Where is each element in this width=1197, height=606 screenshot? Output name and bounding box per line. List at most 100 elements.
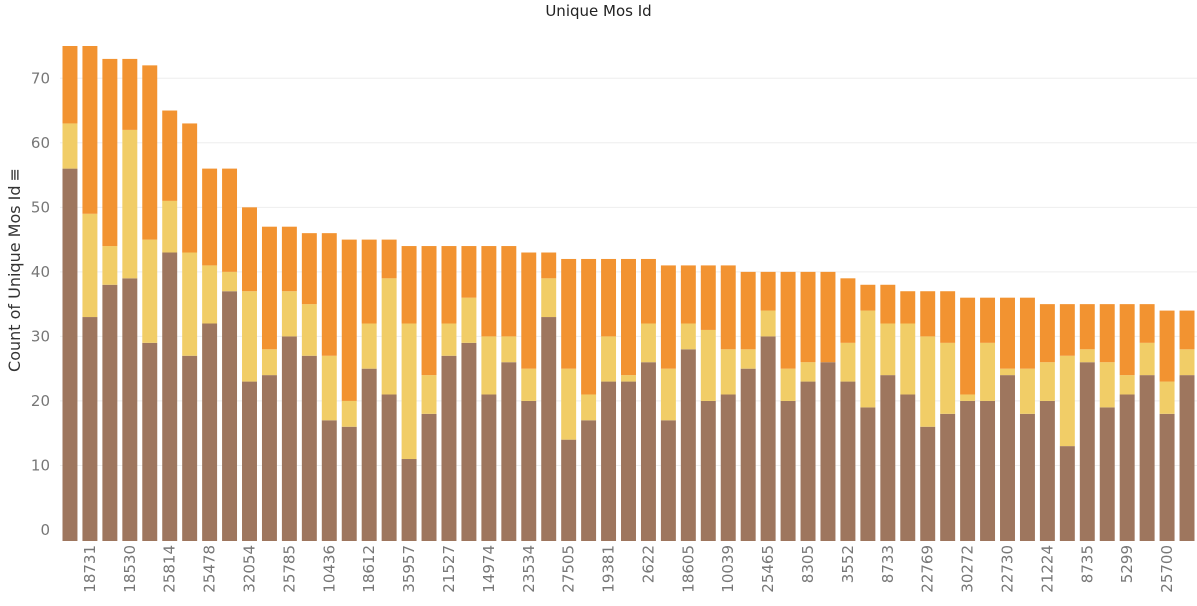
bar-segment-1[interactable]	[900, 394, 916, 541]
bar-segment-1[interactable]	[301, 355, 317, 541]
bar-segment-3[interactable]	[561, 258, 577, 369]
bar-segment-3[interactable]	[381, 239, 397, 279]
bar-segment-1[interactable]	[780, 400, 796, 541]
bar-segment-3[interactable]	[980, 297, 996, 343]
bar-segment-3[interactable]	[601, 258, 617, 337]
bar-segment-1[interactable]	[242, 381, 257, 541]
bar-segment-1[interactable]	[760, 336, 776, 541]
bar-segment-2[interactable]	[501, 336, 517, 363]
bar-segment-3[interactable]	[82, 46, 98, 214]
bar-segment-1[interactable]	[880, 375, 896, 541]
bar-segment-2[interactable]	[880, 323, 896, 376]
bar-segment-1[interactable]	[1159, 413, 1175, 541]
bar-segment-1[interactable]	[740, 368, 756, 541]
bar-segment-3[interactable]	[640, 258, 656, 324]
bar-segment-2[interactable]	[82, 213, 98, 318]
bar-segment-3[interactable]	[441, 246, 457, 324]
bar-segment-1[interactable]	[561, 439, 577, 541]
bar-segment-3[interactable]	[1119, 304, 1135, 376]
bar-segment-1[interactable]	[1019, 413, 1035, 541]
bar-segment-3[interactable]	[660, 265, 676, 369]
bar-segment-2[interactable]	[521, 368, 537, 401]
bar-segment-1[interactable]	[860, 407, 876, 541]
bar-segment-3[interactable]	[1179, 310, 1195, 350]
bar-segment-2[interactable]	[122, 129, 138, 279]
bar-segment-1[interactable]	[202, 323, 218, 541]
bar-segment-3[interactable]	[182, 123, 198, 253]
bar-segment-3[interactable]	[341, 239, 357, 401]
bar-segment-1[interactable]	[980, 400, 996, 541]
bar-segment-2[interactable]	[601, 336, 617, 382]
bar-segment-2[interactable]	[840, 342, 856, 382]
bar-segment-1[interactable]	[62, 168, 78, 542]
bar-segment-1[interactable]	[361, 368, 377, 541]
bar-segment-2[interactable]	[541, 278, 557, 318]
bar-segment-1[interactable]	[1000, 375, 1015, 541]
bar-segment-2[interactable]	[1019, 368, 1035, 414]
bar-segment-3[interactable]	[1159, 310, 1175, 382]
bar-segment-3[interactable]	[481, 246, 497, 337]
bar-segment-3[interactable]	[501, 246, 517, 337]
bar-segment-3[interactable]	[281, 226, 297, 292]
bar-segment-3[interactable]	[1059, 304, 1075, 356]
bar-segment-3[interactable]	[1039, 304, 1055, 363]
bar-segment-3[interactable]	[800, 271, 816, 363]
bar-segment-1[interactable]	[820, 362, 836, 541]
bar-segment-2[interactable]	[800, 362, 816, 382]
bar-segment-3[interactable]	[321, 233, 337, 356]
bar-segment-3[interactable]	[301, 233, 317, 305]
bar-segment-3[interactable]	[541, 252, 557, 279]
bar-segment-1[interactable]	[1179, 375, 1195, 541]
bar-segment-2[interactable]	[261, 349, 277, 376]
bar-segment-2[interactable]	[102, 246, 118, 285]
bar-segment-3[interactable]	[521, 252, 537, 369]
bar-segment-2[interactable]	[162, 200, 178, 253]
bar-segment-2[interactable]	[202, 265, 218, 324]
bar-segment-3[interactable]	[222, 168, 238, 272]
bar-segment-3[interactable]	[1019, 297, 1035, 369]
bar-segment-3[interactable]	[102, 58, 118, 247]
bar-segment-2[interactable]	[182, 252, 198, 356]
bar-segment-2[interactable]	[1119, 375, 1135, 395]
bar-segment-1[interactable]	[401, 459, 417, 541]
bar-segment-2[interactable]	[441, 323, 457, 356]
bar-segment-1[interactable]	[421, 413, 437, 541]
bar-segment-3[interactable]	[820, 271, 836, 363]
bar-segment-3[interactable]	[920, 291, 936, 337]
bar-segment-1[interactable]	[601, 381, 617, 541]
bar-segment-2[interactable]	[1059, 355, 1075, 447]
bar-segment-1[interactable]	[720, 394, 736, 541]
bar-segment-3[interactable]	[1099, 304, 1115, 363]
bar-segment-1[interactable]	[640, 362, 656, 541]
bar-segment-2[interactable]	[341, 400, 357, 427]
bar-segment-3[interactable]	[621, 258, 636, 376]
bar-segment-1[interactable]	[321, 420, 337, 541]
bar-segment-2[interactable]	[920, 336, 936, 427]
bar-segment-1[interactable]	[680, 349, 696, 541]
bar-segment-1[interactable]	[1039, 400, 1055, 541]
bar-segment-2[interactable]	[720, 349, 736, 395]
bar-segment-1[interactable]	[960, 400, 976, 541]
bar-segment-2[interactable]	[621, 375, 636, 382]
bar-segment-3[interactable]	[581, 258, 597, 395]
bar-segment-1[interactable]	[541, 317, 557, 541]
bar-segment-2[interactable]	[321, 355, 337, 421]
bar-segment-3[interactable]	[860, 284, 876, 311]
bar-segment-1[interactable]	[700, 400, 716, 541]
bar-segment-2[interactable]	[780, 368, 796, 401]
bar-segment-2[interactable]	[281, 291, 297, 337]
bar-segment-2[interactable]	[421, 375, 437, 414]
bar-segment-2[interactable]	[740, 349, 756, 369]
bar-segment-3[interactable]	[740, 271, 756, 350]
bar-segment-1[interactable]	[501, 362, 517, 541]
bar-segment-3[interactable]	[1079, 304, 1095, 350]
bar-segment-2[interactable]	[760, 310, 776, 337]
bar-segment-1[interactable]	[481, 394, 497, 541]
bar-segment-1[interactable]	[1099, 407, 1115, 541]
bar-segment-2[interactable]	[700, 329, 716, 401]
bar-segment-3[interactable]	[900, 291, 916, 324]
bar-segment-1[interactable]	[461, 342, 477, 541]
bar-segment-2[interactable]	[980, 342, 996, 401]
bar-segment-2[interactable]	[142, 239, 158, 343]
bar-segment-2[interactable]	[1000, 368, 1015, 376]
